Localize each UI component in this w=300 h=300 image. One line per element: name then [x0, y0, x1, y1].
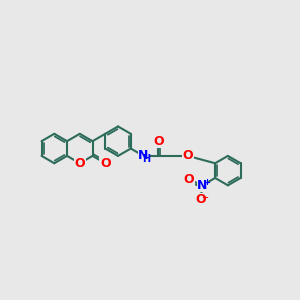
Text: O: O [74, 157, 85, 170]
Text: O: O [195, 194, 206, 206]
Text: N: N [197, 179, 208, 192]
Text: O: O [153, 135, 164, 148]
Text: O: O [182, 149, 193, 162]
Text: O: O [184, 173, 194, 186]
Text: −: − [201, 194, 208, 202]
Text: N: N [138, 149, 149, 162]
Text: H: H [142, 154, 151, 164]
Text: +: + [203, 178, 210, 188]
Text: O: O [100, 157, 111, 170]
